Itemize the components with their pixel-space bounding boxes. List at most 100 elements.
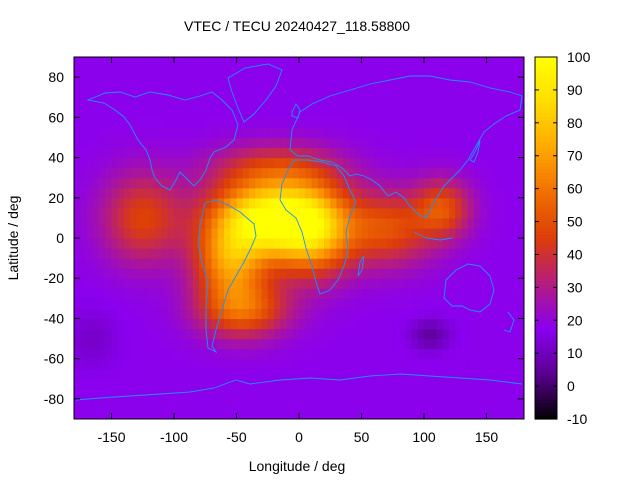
heatmap-cell	[505, 137, 513, 149]
heatmap-cell	[174, 227, 181, 239]
heatmap-cell	[361, 167, 369, 179]
heatmap-cell	[324, 67, 331, 78]
x-tick-label: 150	[475, 429, 499, 445]
heatmap-cell	[217, 388, 225, 400]
heatmap-cell	[349, 318, 356, 330]
heatmap-cell	[330, 167, 338, 179]
heatmap-cell	[374, 388, 381, 400]
heatmap-cell	[249, 258, 256, 269]
heatmap-cell	[336, 378, 344, 390]
heatmap-cell	[224, 298, 231, 309]
heatmap-cell	[424, 227, 431, 239]
heatmap-cell	[286, 137, 294, 149]
heatmap-cell	[436, 127, 444, 139]
heatmap-cell	[517, 348, 524, 360]
heatmap-cell	[492, 127, 500, 139]
heatmap-cell	[361, 137, 369, 149]
heatmap-cell	[211, 298, 219, 309]
heatmap-cell	[217, 408, 225, 419]
heatmap-cell	[199, 308, 206, 320]
heatmap-cell	[142, 137, 150, 149]
heatmap-cell	[505, 248, 513, 259]
heatmap-cell	[430, 238, 438, 249]
heatmap-cell	[367, 248, 375, 259]
colorbar-segment	[535, 201, 557, 206]
heatmap-cell	[517, 358, 524, 370]
heatmap-cell	[486, 167, 494, 179]
heatmap-cell	[474, 288, 481, 299]
heatmap-cell	[217, 238, 225, 249]
heatmap-cell	[317, 328, 325, 340]
heatmap-cell	[205, 127, 213, 139]
heatmap-cell	[361, 338, 369, 350]
heatmap-cell	[249, 278, 256, 289]
heatmap-cell	[474, 378, 481, 390]
heatmap-cell	[474, 398, 481, 410]
heatmap-cell	[161, 318, 169, 330]
heatmap-cell	[392, 147, 400, 159]
heatmap-cell	[217, 107, 225, 118]
heatmap-cell	[130, 147, 138, 159]
heatmap-cell	[367, 67, 375, 78]
heatmap-cell	[342, 117, 350, 128]
heatmap-cell	[286, 167, 294, 179]
heatmap-cell	[436, 177, 444, 189]
heatmap-cell	[499, 97, 506, 108]
heatmap-cell	[292, 358, 300, 370]
heatmap-cell	[374, 167, 381, 179]
heatmap-cell	[442, 207, 450, 219]
heatmap-cell	[217, 187, 225, 199]
heatmap-cell	[174, 187, 181, 199]
heatmap-cell	[480, 288, 488, 299]
heatmap-cell	[167, 268, 175, 279]
heatmap-cell	[492, 328, 500, 340]
heatmap-cell	[299, 147, 306, 159]
heatmap-cell	[436, 308, 444, 320]
heatmap-cell	[492, 288, 500, 299]
heatmap-cell	[411, 238, 419, 249]
heatmap-cell	[305, 67, 313, 78]
heatmap-cell	[492, 187, 500, 199]
heatmap-cell	[424, 117, 431, 128]
heatmap-cell	[117, 248, 125, 259]
heatmap-cell	[461, 308, 469, 320]
heatmap-cell	[199, 328, 206, 340]
colorbar-segment	[535, 205, 557, 209]
heatmap-cell	[124, 408, 131, 419]
heatmap-cell	[442, 278, 450, 289]
colorbar-segment	[535, 267, 557, 272]
colorbar-segment	[535, 142, 557, 147]
heatmap-cell	[392, 57, 400, 68]
heatmap-cell	[124, 288, 131, 299]
heatmap-cell	[192, 388, 200, 400]
heatmap-cell	[199, 217, 206, 229]
heatmap-cell	[374, 147, 381, 159]
heatmap-cell	[249, 77, 256, 88]
colorbar-segment	[535, 316, 557, 321]
heatmap-cell	[255, 97, 263, 108]
heatmap-cell	[411, 67, 419, 78]
heatmap-cell	[292, 258, 300, 269]
heatmap-cell	[442, 167, 450, 179]
heatmap-cell	[280, 298, 288, 309]
heatmap-cell	[336, 117, 344, 128]
heatmap-cell	[474, 238, 481, 249]
heatmap-cell	[99, 107, 106, 118]
heatmap-cell	[249, 177, 256, 189]
heatmap-cell	[249, 187, 256, 199]
colorbar-segment	[535, 188, 557, 193]
colorbar-segment	[535, 96, 557, 101]
heatmap-cell	[92, 398, 100, 410]
heatmap-cell	[280, 157, 288, 169]
heatmap-cell	[261, 338, 269, 350]
heatmap-cell	[336, 57, 344, 68]
colorbar-segment	[535, 211, 557, 216]
heatmap-cell	[255, 348, 263, 360]
heatmap-cell	[224, 197, 231, 209]
heatmap-cell	[280, 378, 288, 390]
heatmap-cell	[311, 147, 319, 159]
heatmap-cell	[242, 298, 250, 309]
heatmap-cell	[455, 328, 463, 340]
heatmap-cell	[511, 87, 519, 98]
heatmap-cell	[430, 348, 438, 360]
